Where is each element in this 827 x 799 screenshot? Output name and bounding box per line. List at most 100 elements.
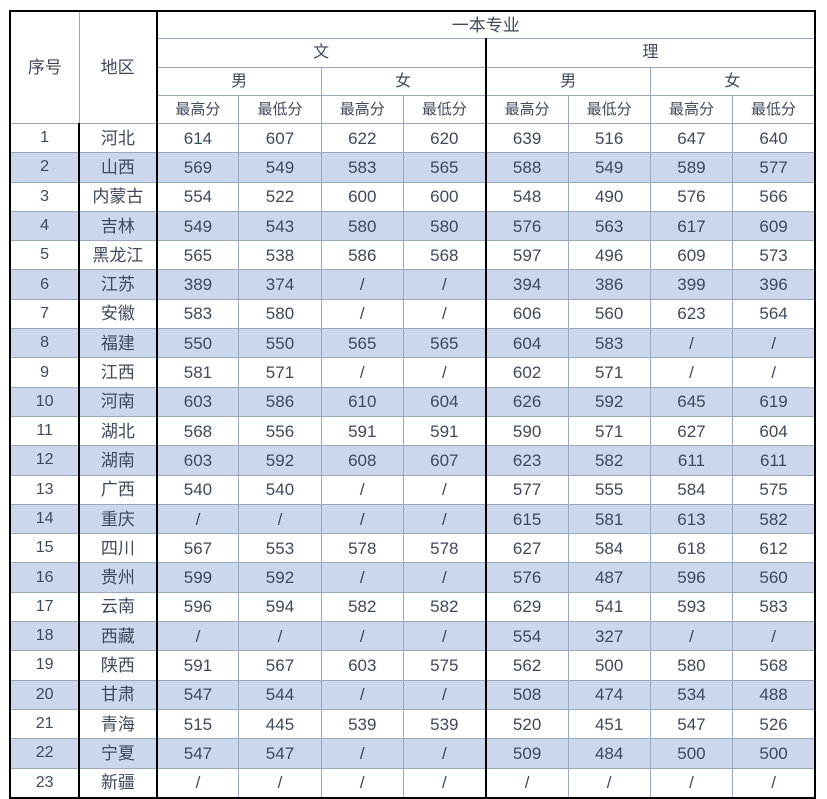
row-index: 20	[9, 679, 81, 710]
table-row: 12 湖南 603 592 608 607 623 582 611 611	[9, 445, 816, 476]
row-region: 青海	[78, 708, 158, 740]
row-index: 19	[9, 650, 81, 681]
score-cell: 445	[238, 708, 322, 740]
score-cell: 588	[485, 152, 569, 183]
row-index: 18	[9, 621, 81, 652]
header-subject-liberal-arts: 文	[156, 38, 487, 68]
score-cell: 580	[649, 650, 734, 681]
score-cell: 565	[320, 328, 404, 359]
score-cell: 627	[649, 415, 734, 447]
score-cell: 591	[320, 415, 404, 447]
score-cell: 534	[649, 679, 734, 710]
score-cell: 615	[485, 503, 569, 535]
score-cell: /	[320, 357, 404, 388]
score-cell: /	[238, 621, 322, 652]
table-row: 17 云南 596 594 582 582 629 541 593 583	[9, 591, 816, 623]
row-index: 21	[9, 708, 81, 740]
score-cell: /	[320, 562, 404, 593]
header-row-metrics: 最高分 最低分 最高分 最低分 最高分 最低分 最高分 最低分	[10, 95, 816, 124]
score-cell: 547	[238, 738, 322, 769]
score-cell: /	[156, 503, 240, 535]
score-cell: 554	[156, 181, 240, 212]
score-cell: 604	[732, 415, 816, 447]
score-cell: 515	[156, 708, 240, 740]
score-cell: 591	[402, 415, 487, 447]
score-cell: 496	[567, 240, 651, 271]
score-cell: 488	[732, 679, 816, 710]
score-cell: 608	[320, 445, 404, 476]
header-metric-li-female-min: 最低分	[732, 95, 816, 124]
score-cell: 599	[156, 562, 240, 593]
score-cell: 539	[320, 708, 404, 740]
score-cell: 560	[732, 562, 816, 593]
score-cell: 396	[732, 269, 816, 300]
score-cell: 538	[238, 240, 322, 271]
table-row: 16 贵州 599 592//576 487 596 560	[9, 562, 816, 593]
score-cell: 582	[320, 591, 404, 623]
row-index: 5	[9, 240, 81, 271]
row-region: 四川	[78, 533, 158, 564]
table-row: 19 陕西 591 567 603 575 562 500 580 568	[9, 650, 816, 681]
row-region: 湖北	[78, 415, 158, 447]
row-region: 贵州	[78, 562, 158, 593]
row-index: 16	[9, 562, 81, 593]
score-cell: /	[156, 767, 240, 798]
score-cell: 549	[156, 210, 240, 242]
row-region: 西藏	[78, 621, 158, 652]
score-cell: /	[732, 621, 816, 652]
score-cell: 586	[320, 240, 404, 271]
score-cell: 451	[567, 708, 651, 740]
score-cell: 607	[238, 122, 322, 154]
score-cell: 389	[156, 269, 240, 300]
score-cell: 562	[485, 650, 569, 681]
score-cell: 550	[238, 328, 322, 359]
score-cell: /	[732, 767, 816, 798]
score-cell: 564	[732, 298, 816, 330]
table-row: 20 甘肃 547 544//508 474 534 488	[9, 679, 816, 710]
score-cell: 484	[567, 738, 651, 769]
header-main-title: 一本专业	[156, 10, 816, 39]
score-cell: 526	[732, 708, 816, 740]
row-index: 9	[9, 357, 81, 388]
score-cell: 581	[567, 503, 651, 535]
score-cell: /	[320, 679, 404, 710]
row-region: 甘肃	[78, 679, 158, 710]
score-cell: 547	[649, 708, 734, 740]
score-cell: 582	[567, 445, 651, 476]
row-index: 17	[9, 591, 81, 623]
header-row-subjects: 文 理	[10, 38, 816, 68]
row-index: 12	[9, 445, 81, 476]
score-cell: 580	[238, 298, 322, 330]
score-cell: 571	[567, 357, 651, 388]
score-cell: 582	[732, 503, 816, 535]
score-cell: /	[320, 474, 404, 505]
score-cell: /	[402, 679, 487, 710]
score-cell: 600	[402, 181, 487, 212]
score-cell: 547	[156, 738, 240, 769]
score-cell: 565	[156, 240, 240, 271]
row-index: 22	[9, 738, 81, 769]
header-gender-li-male: 男	[485, 67, 651, 96]
row-index: 14	[9, 503, 81, 535]
header-gender-li-female: 女	[649, 67, 816, 96]
score-cell: 327	[567, 621, 651, 652]
score-cell: /	[402, 357, 487, 388]
score-cell: 623	[649, 298, 734, 330]
score-cell: 516	[567, 122, 651, 154]
score-cell: 610	[320, 386, 404, 417]
score-cell: 548	[485, 181, 569, 212]
row-region: 河南	[78, 386, 158, 417]
score-cell: 577	[732, 152, 816, 183]
score-cell: 603	[320, 650, 404, 681]
score-cell: 645	[649, 386, 734, 417]
header-index: 序号	[9, 10, 80, 124]
score-cell: 594	[238, 591, 322, 623]
score-cell: 589	[649, 152, 734, 183]
score-cell: 520	[485, 708, 569, 740]
row-index: 15	[9, 533, 81, 564]
score-cell: 622	[320, 122, 404, 154]
score-cell: /	[732, 357, 816, 388]
score-cell: 576	[649, 181, 734, 212]
row-index: 4	[9, 210, 81, 242]
score-cell: /	[320, 621, 404, 652]
